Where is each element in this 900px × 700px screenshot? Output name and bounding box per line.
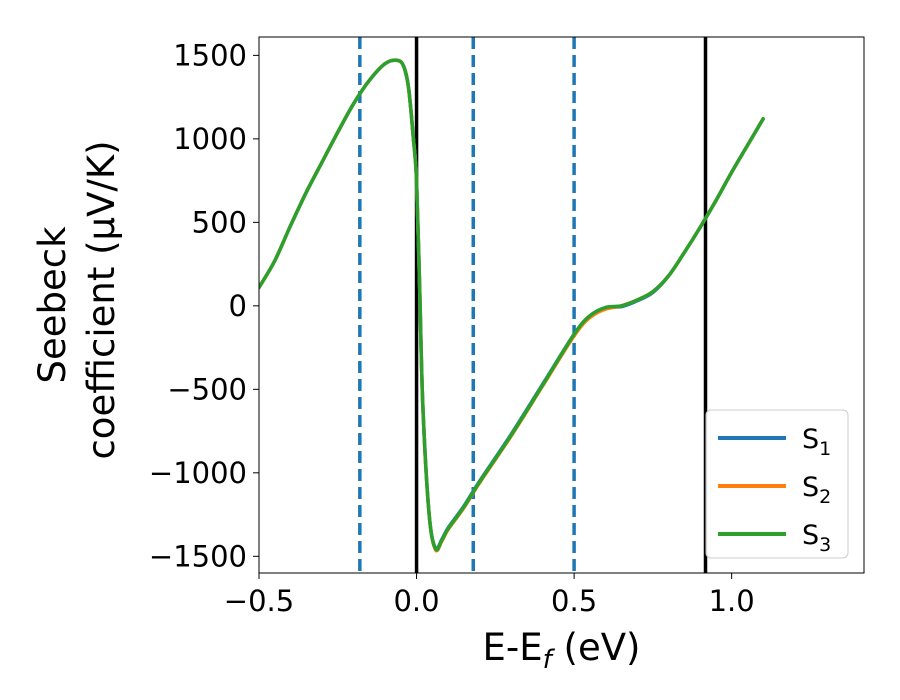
y-tick-label: 500 — [192, 205, 247, 239]
x-tick-label: 0.0 — [393, 584, 439, 618]
series-line-s1 — [259, 58, 765, 551]
y-tick-label: 0 — [229, 289, 247, 323]
y-title-line-2: coefficient (μV/K) — [80, 140, 123, 459]
legend-label-s2: S2 — [802, 472, 831, 508]
y-title-line-1: Seebeck — [31, 226, 74, 384]
x-axis-title: E-Ef (eV) — [483, 626, 641, 675]
legend: S1 S2 S3 — [705, 409, 849, 559]
x-axis-ticks: −0.5 0.0 0.5 1.0 — [224, 573, 755, 618]
legend-label-s1: S1 — [802, 424, 831, 460]
y-axis-title: Seebeck coefficient (μV/K) — [31, 140, 123, 459]
x-title-main: E-E — [483, 626, 543, 669]
x-tick-label: −0.5 — [224, 584, 294, 618]
series-lines — [259, 58, 765, 553]
y-tick-label: 1500 — [173, 38, 247, 72]
series-line-s2 — [259, 58, 765, 553]
plot-area — [259, 37, 765, 573]
y-axis-ticks: −1500 −1000 −500 0 500 1000 1500 — [149, 38, 259, 573]
x-tick-label: 0.5 — [551, 584, 597, 618]
plot-frame — [258, 36, 865, 574]
y-tick-label: 1000 — [173, 122, 247, 156]
y-tick-label: −1000 — [149, 456, 247, 490]
legend-label-s3: S3 — [802, 520, 831, 556]
y-tick-label: −1500 — [149, 539, 247, 573]
series-line-s3 — [259, 58, 765, 552]
x-title-unit: (eV) — [552, 626, 641, 669]
x-tick-label: 1.0 — [709, 584, 755, 618]
y-tick-label: −500 — [167, 372, 247, 406]
